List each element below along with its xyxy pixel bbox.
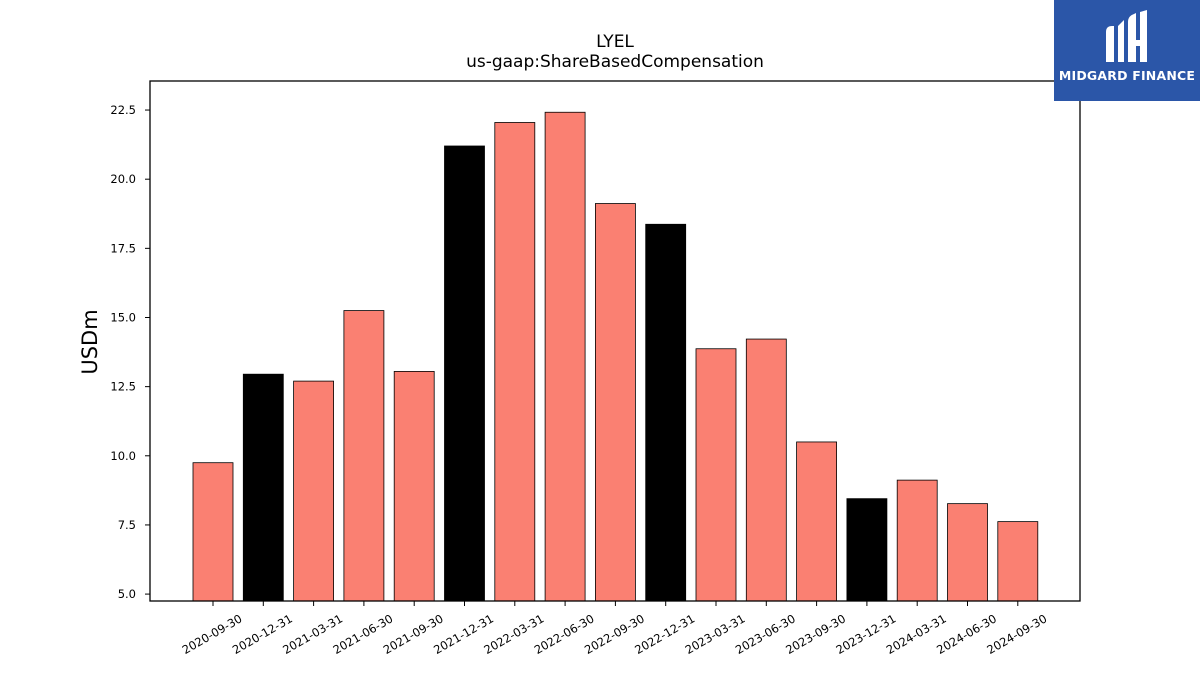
y-axis-label: USDm: [78, 309, 102, 375]
bar-2024-09-30: [997, 521, 1039, 602]
logo-text: MIDGARD FINANCE: [1058, 68, 1196, 83]
bar-2022-03-31: [494, 122, 536, 602]
midgard-m-logo-icon: [1054, 0, 1200, 101]
y-tick-label: 20.0: [110, 172, 136, 186]
bar-2021-12-31: [444, 145, 485, 602]
chart-title: LYEL: [596, 32, 634, 52]
bar-2020-12-31: [242, 373, 284, 602]
y-tick-label: 22.5: [110, 103, 136, 117]
y-tick-label: 17.5: [110, 241, 136, 255]
bar-2023-09-30: [796, 441, 837, 602]
bar-2021-06-30: [343, 310, 385, 602]
y-tick-label: 15.0: [110, 310, 136, 324]
bar-2022-06-30: [544, 111, 586, 602]
bar-2022-09-30: [595, 203, 636, 602]
bar-2023-12-31: [846, 498, 888, 602]
bar-2024-03-31: [896, 479, 938, 602]
bar-2021-03-31: [293, 380, 335, 602]
y-tick-label: 12.5: [110, 380, 136, 394]
x-axis-ticks: 2020-09-302020-12-312021-03-312021-06-30…: [180, 601, 1049, 657]
midgard-finance-logo: MIDGARD FINANCE: [1054, 0, 1200, 101]
plot-frame: [149, 80, 1081, 602]
y-tick-label: 5.0: [118, 587, 136, 601]
y-tick-label: 7.5: [118, 518, 136, 532]
bars-group: [192, 111, 1039, 602]
y-tick-label: 10.0: [110, 449, 136, 463]
bar-2021-09-30: [393, 371, 435, 602]
bar-2022-12-31: [645, 223, 687, 602]
bar-2024-06-30: [947, 503, 988, 602]
y-axis-ticks: 5.0 7.5 10.0 12.5 15.0 17.5 20.0 22.5: [110, 103, 150, 601]
chart-subtitle: us-gaap:ShareBasedCompensation: [466, 52, 764, 72]
bar-2020-09-30: [192, 462, 234, 602]
bar-2023-06-30: [745, 338, 787, 602]
bar-2023-03-31: [695, 348, 737, 602]
